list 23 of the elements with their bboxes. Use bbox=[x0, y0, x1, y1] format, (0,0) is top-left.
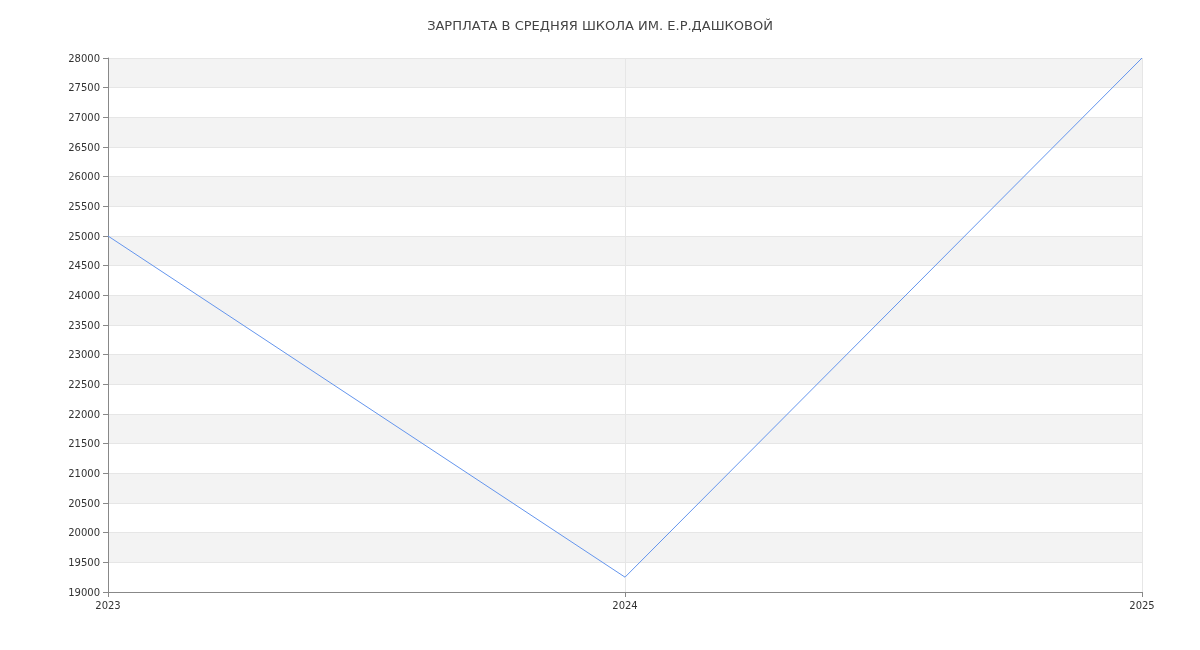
y-tick-label: 19500 bbox=[68, 556, 100, 568]
y-tick-label: 27000 bbox=[68, 111, 100, 123]
y-tick-label: 20000 bbox=[68, 527, 100, 539]
y-tick-label: 26000 bbox=[68, 171, 100, 183]
y-tick-label: 22500 bbox=[68, 378, 100, 390]
y-tick-label: 25500 bbox=[68, 200, 100, 212]
y-tick-label: 27500 bbox=[68, 82, 100, 94]
y-tick-label: 23500 bbox=[68, 319, 100, 331]
y-tick-label: 20500 bbox=[68, 497, 100, 509]
chart-title: ЗАРПЛАТА В СРЕДНЯЯ ШКОЛА ИМ. Е.Р.ДАШКОВОЙ bbox=[427, 18, 773, 33]
y-tick-label: 24000 bbox=[68, 289, 100, 301]
x-tick-label: 2023 bbox=[95, 599, 121, 611]
y-tick-label: 23000 bbox=[68, 349, 100, 361]
y-tick-label: 19000 bbox=[68, 586, 100, 598]
y-tick-label: 28000 bbox=[68, 52, 100, 64]
y-tick-label: 24500 bbox=[68, 260, 100, 272]
x-tick-label: 2024 bbox=[612, 599, 638, 611]
y-tick-label: 25000 bbox=[68, 230, 100, 242]
x-tick-label: 2025 bbox=[1129, 599, 1155, 611]
y-tick-label: 21500 bbox=[68, 438, 100, 450]
y-tick-label: 22000 bbox=[68, 408, 100, 420]
y-tick-label: 21000 bbox=[68, 467, 100, 479]
y-tick-label: 26500 bbox=[68, 141, 100, 153]
